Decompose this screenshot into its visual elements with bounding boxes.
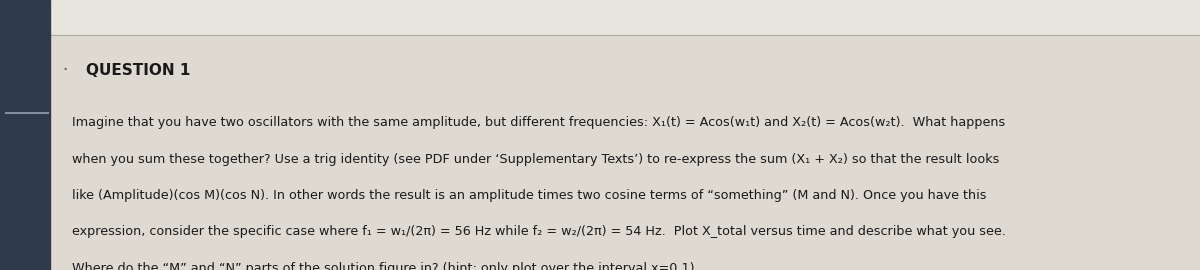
Text: like (Amplitude)(cos M)(cos N). In other words the result is an amplitude times : like (Amplitude)(cos M)(cos N). In other… <box>72 189 986 202</box>
Bar <box>0 0 50 270</box>
Text: expression, consider the specific case where f₁ = w₁/(2π) = 56 Hz while f₂ = w₂/: expression, consider the specific case w… <box>72 225 1006 238</box>
Text: ·: · <box>62 61 67 79</box>
Bar <box>50 0 1200 35</box>
Text: Imagine that you have two oscillators with the same amplitude, but different fre: Imagine that you have two oscillators wi… <box>72 116 1006 129</box>
Text: QUESTION 1: QUESTION 1 <box>86 63 191 78</box>
Text: Where do the “M” and “N” parts of the solution figure in? (hint: only plot over : Where do the “M” and “N” parts of the so… <box>72 262 695 270</box>
Text: when you sum these together? Use a trig identity (see PDF under ‘Supplementary T: when you sum these together? Use a trig … <box>72 153 1000 166</box>
